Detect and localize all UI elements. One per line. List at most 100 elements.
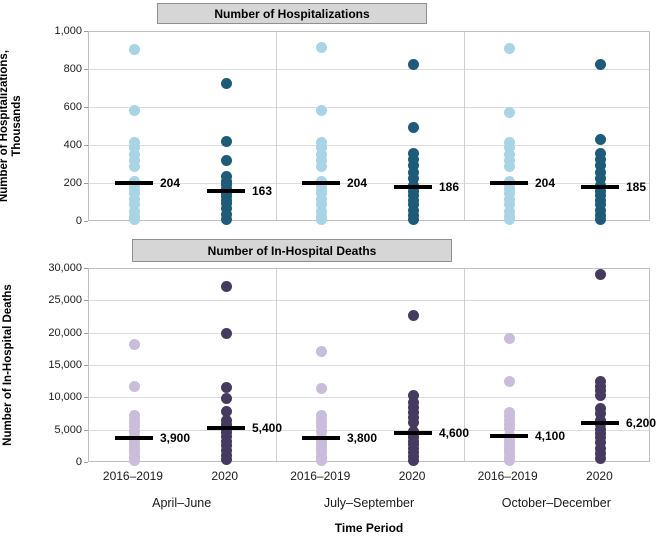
median-value-label: 204 [535,176,556,191]
y-tick-label: 0 [75,215,82,227]
x-axis-title: Time Period [334,521,404,535]
data-point [315,136,327,148]
data-point [503,107,515,119]
median-line [490,181,528,186]
data-point [594,452,606,464]
y-tick-mark [84,429,88,431]
median-value-label: 5,400 [252,421,283,436]
data-point [503,154,515,166]
bottom-panel-title: Number of In-Hospital Deaths [132,239,452,262]
data-point [220,203,232,215]
data-point [503,193,515,205]
data-point [407,454,419,466]
data-point [407,153,419,165]
x-period-label: July–September [323,496,415,510]
data-point [594,133,606,145]
data-point [503,454,515,466]
data-point [128,142,140,154]
median-value-label: 3,800 [347,431,378,446]
data-point [407,159,419,171]
median-line [394,184,432,189]
data-point [128,136,140,148]
data-point [407,167,419,179]
data-point [594,408,606,420]
data-point [503,142,515,154]
data-point [315,193,327,205]
x-cohort-label: 2020 [211,469,239,483]
y-tick-mark [84,332,88,334]
data-point [220,454,232,466]
y-tick-mark [84,31,88,32]
x-cohort-label: 2016–2019 [290,469,351,483]
data-point [220,214,232,226]
median-value-label: 3,900 [160,430,191,445]
data-point [220,327,232,339]
median-value-label: 4,100 [535,429,566,444]
median-line [115,435,153,440]
data-point [594,58,606,70]
data-point [315,425,327,437]
data-point [220,154,232,166]
data-point [407,214,419,226]
data-point [128,454,140,466]
y-tick-mark [84,462,88,463]
median-value-label: 204 [160,176,181,191]
data-point [128,339,140,351]
gridline [89,145,649,146]
data-point [315,454,327,466]
y-tick-mark [84,107,88,108]
median-line [394,431,432,436]
y-tick-label: 400 [63,139,82,151]
y-tick-mark [84,221,88,222]
data-point [315,214,327,226]
y-tick-mark [84,69,88,70]
median-line [581,420,619,425]
gridline [89,300,649,302]
data-point [315,188,327,199]
y-tick-label: 800 [63,63,82,75]
data-point [407,172,419,184]
gridline [89,332,649,334]
panel-separator [276,32,277,220]
y-tick-mark [84,300,88,302]
median-value-label: 6,200 [626,415,656,430]
data-point [128,105,140,117]
median-value-label: 4,600 [439,426,470,441]
data-point [594,214,606,226]
gridline [89,69,649,70]
median-line [581,184,619,189]
data-point [594,159,606,171]
data-point [128,381,140,393]
data-point [315,161,327,173]
median-value-label: 163 [252,184,273,199]
y-tick-label: 5,000 [54,423,82,436]
panel-separator [464,32,465,220]
data-point [503,161,515,173]
data-point [407,199,419,211]
data-point [128,188,140,199]
x-cohort-label: 2016–2019 [477,469,538,483]
data-point [503,332,515,344]
data-point [594,390,606,402]
deaths-plot-area: 3,900 5,400 3,800 4,600 4,100 6,200 [88,268,656,466]
data-point [315,346,327,358]
data-point [220,135,232,147]
data-point [128,161,140,173]
data-point [220,405,232,417]
data-point [220,77,232,89]
y-tick-mark [84,268,88,269]
y-tick-label: 20,000 [48,326,82,339]
y-tick-label: 30,000 [48,262,82,274]
data-point [503,423,515,435]
y-tick-mark [84,145,88,146]
gridline [89,107,649,108]
data-point [503,42,515,54]
panel-separator [464,269,465,461]
x-cohort-label: 2016–2019 [102,469,163,483]
y-tick-label: 25,000 [48,294,82,307]
x-period-label: April–June [152,496,212,510]
hospitalizations-plot-area: 204 163 204 186 204 185 [88,31,650,226]
top-panel-title: Number of Hospitalizations [157,3,427,24]
y-tick-label: 0 [75,456,82,468]
data-point [407,58,419,70]
